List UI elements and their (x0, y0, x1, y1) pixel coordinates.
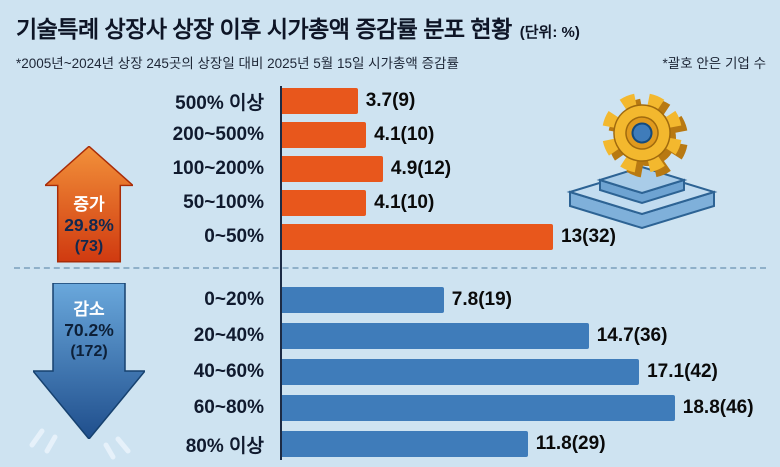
value-label: 11.8(29) (535, 433, 606, 454)
bar-wrap: 14.7(36) (280, 318, 780, 354)
value-label: 14.7(36) (596, 325, 668, 346)
page-title: 기술특례 상장사 상장 이후 시가총액 증감률 분포 현황 (16, 16, 512, 42)
bar-wrap: 4.1(10) (280, 186, 780, 220)
bar-row: 200~500% 4.1(10) (0, 118, 780, 152)
bar-row: 0~50% 13(32) (0, 220, 780, 254)
category-label: 0~50% (204, 226, 264, 247)
value-label: 7.8(19) (451, 289, 512, 310)
category-label: 40~60% (193, 361, 264, 382)
category-label: 500% 이상 (175, 92, 264, 114)
value-label: 3.7(9) (365, 90, 416, 111)
increase-summary-text: 증가 29.8% (73) (45, 194, 133, 257)
decrease-count: (172) (70, 343, 108, 361)
subtitle-note-right: *괄호 안은 기업 수 (662, 56, 766, 71)
axis-line (280, 86, 282, 460)
decrease-summary-text: 감소 70.2% (172) (33, 299, 145, 362)
sparkle-marks-icon (29, 428, 131, 460)
bar-wrap: 4.1(10) (280, 118, 780, 152)
bar-wrap: 11.8(29) (280, 426, 780, 462)
decrease-summary: 감소 70.2% (172) (33, 283, 145, 439)
value-label: 4.9(12) (390, 158, 452, 179)
value-label: 13(32) (561, 226, 616, 247)
bar-row: 500% 이상 3.7(9) (0, 84, 780, 118)
category-label: 60~80% (193, 397, 264, 418)
bar (280, 224, 553, 250)
bar-row: 20~40% 14.7(36) (0, 318, 780, 354)
bar (280, 431, 528, 457)
unit-label: (단위: %) (519, 24, 580, 41)
arrow-down-icon (33, 283, 145, 439)
bar-wrap: 3.7(9) (280, 84, 780, 118)
bar (280, 359, 640, 385)
decrease-percent: 70.2% (64, 320, 114, 341)
category-label: 20~40% (193, 325, 264, 346)
bar-chart: 500% 이상 3.7(9) 200~500% 4.1(10) 100~200% 4.9(… (0, 84, 780, 462)
increase-summary: 증가 29.8% (73) (45, 146, 133, 264)
increase-count: (73) (74, 238, 104, 256)
category-label: 200~500% (172, 124, 264, 145)
category-label: 50~100% (183, 192, 264, 213)
bar-wrap: 7.8(19) (280, 282, 780, 318)
value-label: 4.1(10) (374, 192, 435, 213)
increase-label: 증가 (73, 195, 105, 214)
bar-row: 50~100% 4.1(10) (0, 186, 780, 220)
category-label: 100~200% (172, 158, 264, 179)
bar-wrap: 17.1(42) (280, 354, 780, 390)
increase-percent: 29.8% (64, 215, 114, 236)
arrow-up-icon (45, 146, 133, 263)
bar-wrap: 13(32) (280, 220, 780, 254)
bar (280, 395, 675, 421)
bar (280, 323, 589, 349)
bar-wrap: 4.9(12) (280, 152, 780, 186)
subtitle-note-left: *2005년~2024년 상장 245곳의 상장일 대비 2025년 5월 15… (16, 56, 459, 71)
category-label: 80% 이상 (185, 435, 264, 457)
value-label: 17.1(42) (647, 361, 718, 382)
value-label: 4.1(10) (374, 124, 435, 145)
bar-row: 40~60% 17.1(42) (0, 354, 780, 390)
title-row: 기술특례 상장사 상장 이후 시가총액 증감률 분포 현황 (단위: %) (16, 10, 766, 44)
bar (280, 88, 358, 114)
bar-row: 80% 이상 11.8(29) (0, 426, 780, 462)
bar-row: 100~200% 4.9(12) (0, 152, 780, 186)
bar-row: 0~20% 7.8(19) (0, 282, 780, 318)
bar-row: 60~80% 18.8(46) (0, 390, 780, 426)
decrease-label: 감소 (73, 300, 105, 319)
category-label: 0~20% (204, 289, 264, 310)
bar (280, 190, 367, 216)
value-label: 18.8(46) (682, 397, 754, 418)
gear-icon (566, 93, 718, 230)
bar (280, 122, 367, 148)
group-divider (0, 254, 780, 282)
subtitle: *2005년~2024년 상장 245곳의 상장일 대비 2025년 5월 15… (16, 52, 766, 72)
bar-wrap: 18.8(46) (280, 390, 780, 426)
bar (280, 287, 444, 313)
bar (280, 156, 383, 182)
header: 기술특례 상장사 상장 이후 시가총액 증감률 분포 현황 (단위: %) *2… (16, 10, 766, 72)
